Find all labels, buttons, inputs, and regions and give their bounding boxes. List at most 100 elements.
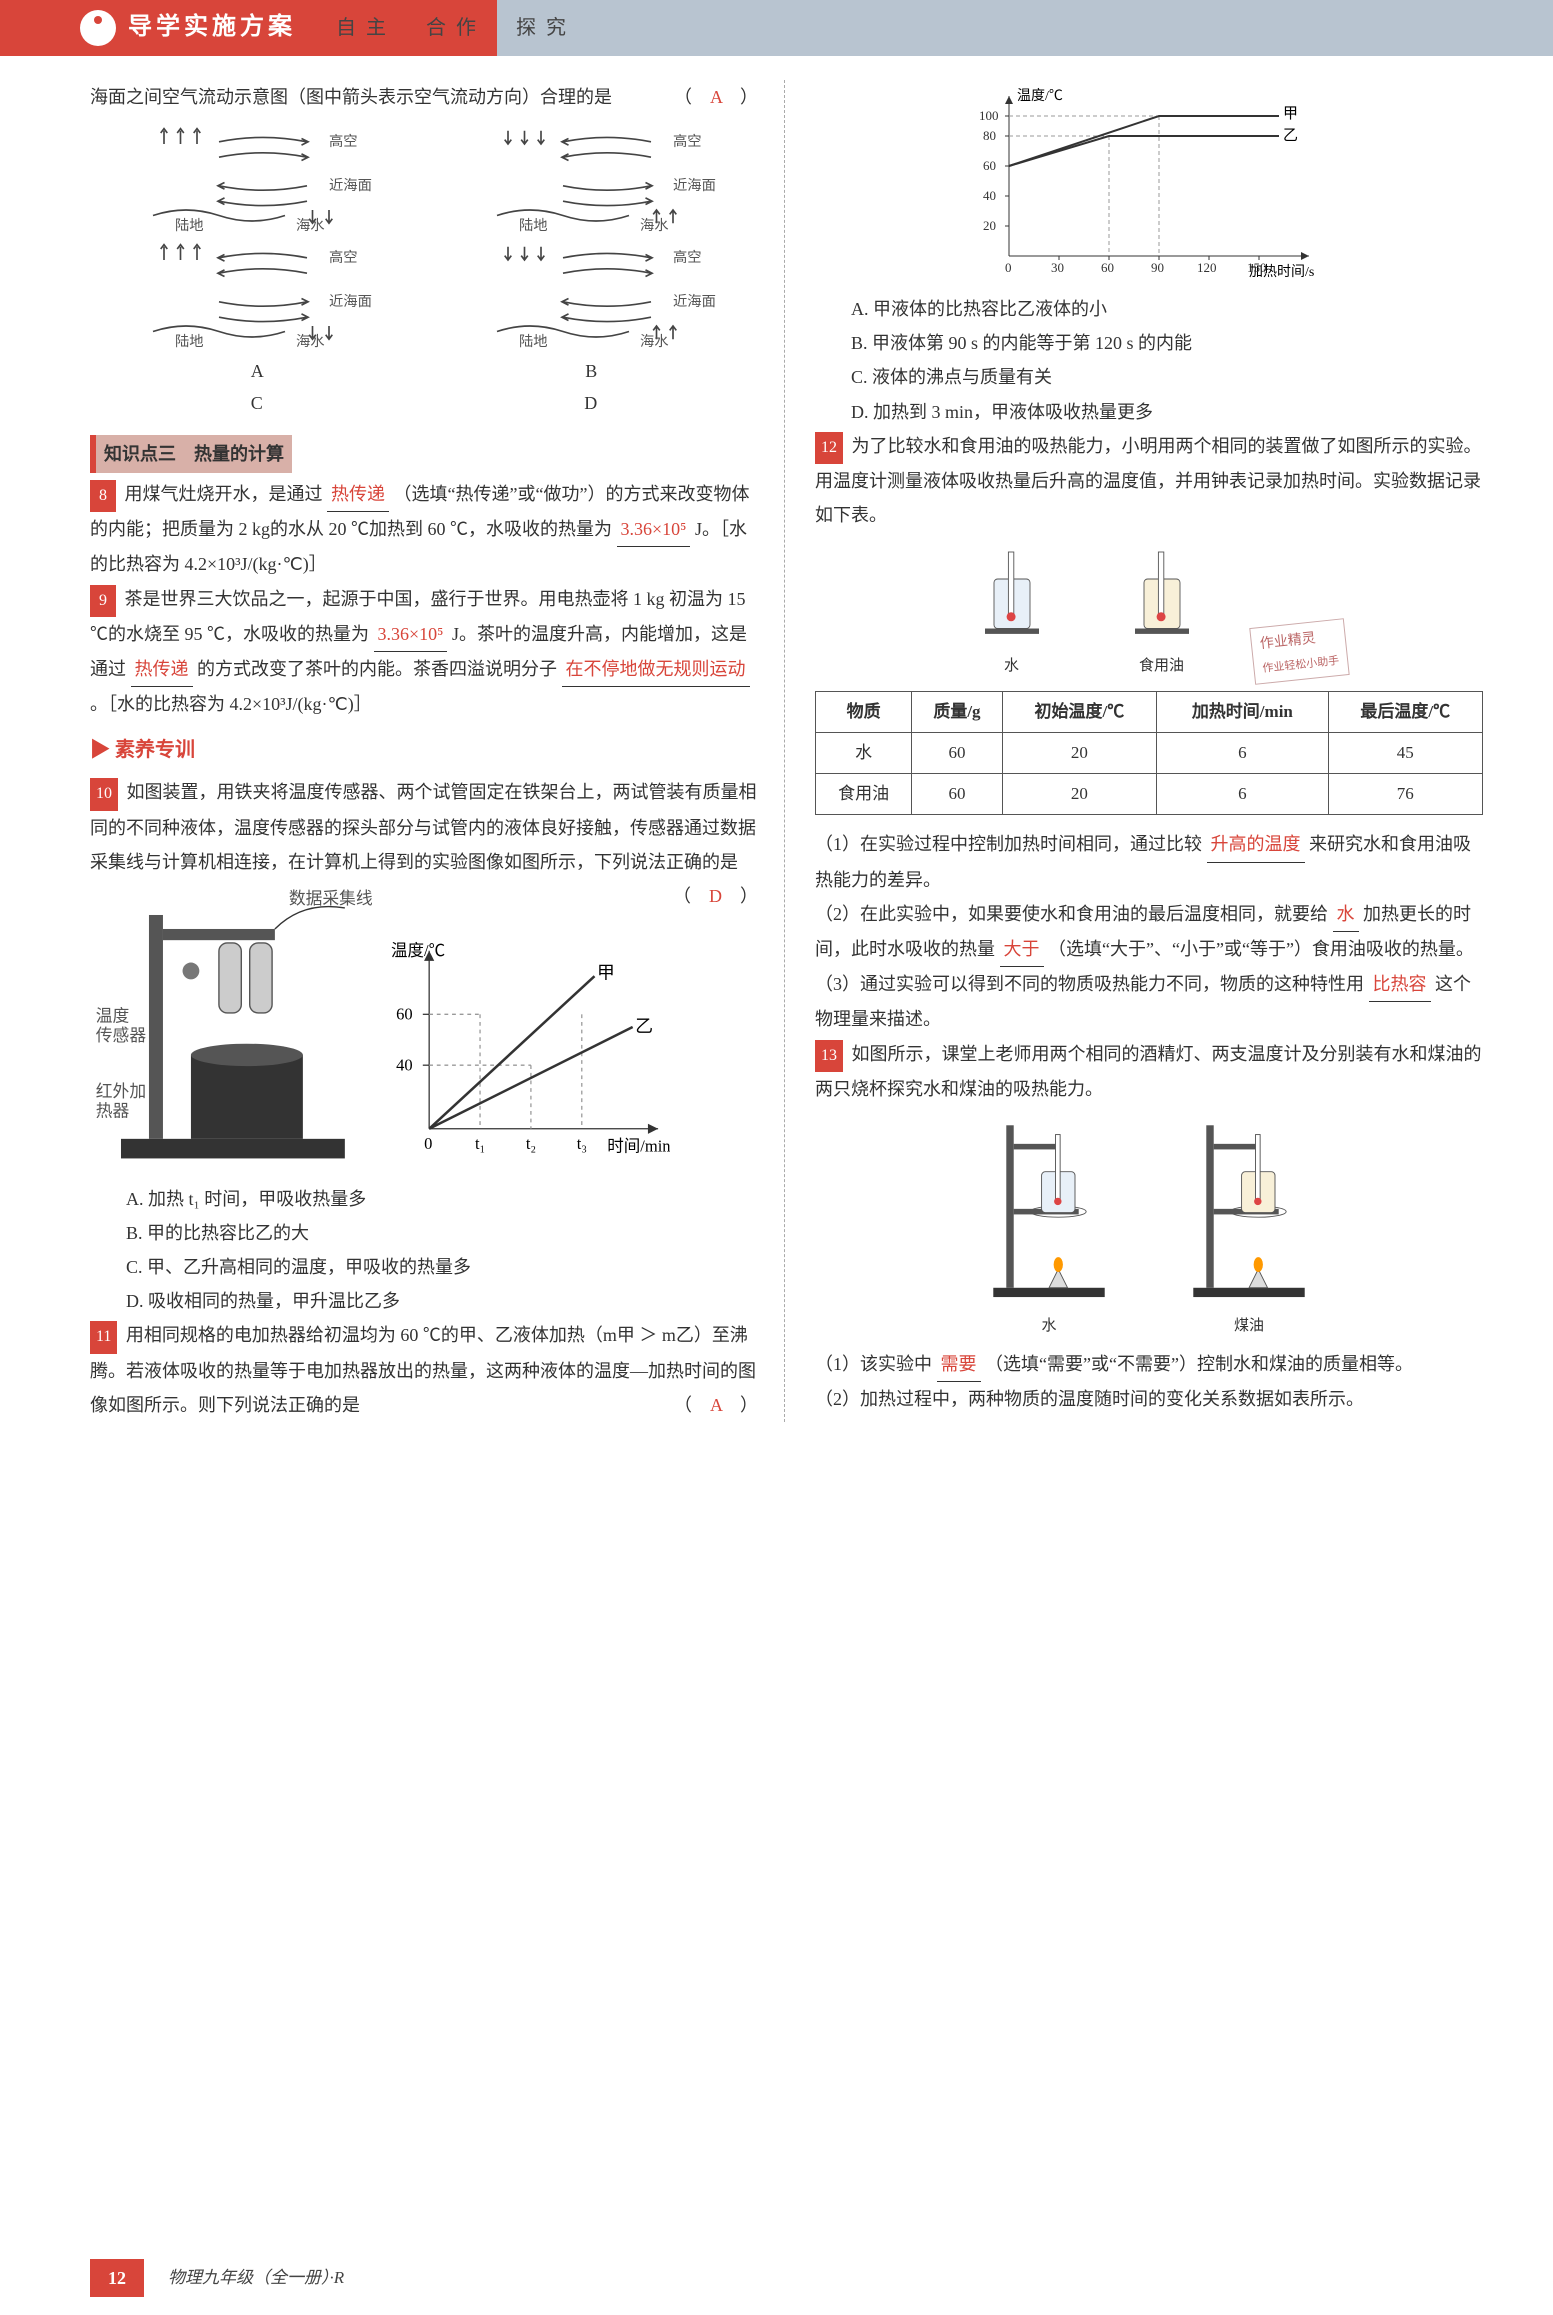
footer-text: 物理九年级（全一册）·R bbox=[168, 2262, 344, 2294]
header-logo-icon bbox=[80, 10, 116, 46]
q12-blank1: 升高的温度 bbox=[1207, 827, 1305, 862]
q11-opt-d: D. 加热到 3 min，甲液体吸收热量更多 bbox=[815, 395, 1483, 429]
svg-text:高空: 高空 bbox=[329, 133, 358, 150]
q10-answer: D bbox=[709, 886, 722, 906]
q12-part2: （2）在此实验中，如果要使水和食用油的最后温度相同，就要给 水 加热更长的时间，… bbox=[815, 897, 1483, 967]
page-footer: 12 物理九年级（全一册）·R bbox=[90, 2259, 344, 2297]
q10-apparatus-diagram: 数据采集线 温度 传感器 红外加 热器 bbox=[93, 887, 373, 1177]
q10-graph: 温度/℃ 时间/min 60 40 甲 乙 bbox=[391, 938, 671, 1178]
svg-text:数据采集线: 数据采集线 bbox=[289, 889, 373, 908]
svg-text:温度/℃: 温度/℃ bbox=[391, 941, 445, 960]
q13-part1: （1）该实验中 需要 （选填“需要”或“不需要”）控制水和煤油的质量相等。 bbox=[815, 1347, 1483, 1382]
svg-text:传感器: 传感器 bbox=[95, 1026, 146, 1045]
svg-text:陆地: 陆地 bbox=[519, 333, 548, 348]
page-header: 导学实施方案 自主 合作 探究 bbox=[0, 0, 1553, 56]
svg-text:时间/min: 时间/min bbox=[607, 1137, 671, 1156]
svg-text:120: 120 bbox=[1197, 260, 1217, 275]
q11: 11 用相同规格的电加热器给初温均为 60 ℃的甲、乙液体加热（m甲 ＞ m乙）… bbox=[90, 1318, 758, 1422]
q13-number: 13 bbox=[815, 1040, 843, 1072]
q8: 8 用煤气灶烧开水，是通过 热传递 （选填“热传递”或“做功”）的方式来改变物体… bbox=[90, 477, 758, 582]
q12-part1: （1）在实验过程中控制加热时间相同，通过比较 升高的温度 来研究水和食用油吸热能… bbox=[815, 827, 1483, 896]
page-number: 12 bbox=[90, 2259, 144, 2297]
svg-text:高空: 高空 bbox=[673, 249, 702, 266]
svg-text:海水: 海水 bbox=[640, 217, 669, 232]
svg-text:海水: 海水 bbox=[640, 333, 669, 348]
svg-text:近海面: 近海面 bbox=[329, 293, 372, 310]
q13-stand-water: 水 bbox=[979, 1116, 1119, 1341]
q9-blank3: 在不停地做无规则运动 bbox=[562, 652, 750, 687]
q12-beaker-oil: 食用油 bbox=[1102, 543, 1222, 681]
wind-diagram-d: 高空 近海面 陆地 海水 bbox=[434, 238, 758, 348]
q12-beaker-water: 水 bbox=[952, 543, 1072, 681]
svg-text:80: 80 bbox=[983, 128, 996, 143]
q10: 10 如图装置，用铁夹将温度传感器、两个试管固定在铁架台上，两试管装有质量相同的… bbox=[90, 775, 758, 879]
q11-answer: A bbox=[710, 1395, 722, 1415]
q13-part2: （2）加热过程中，两种物质的温度随时间的变化关系数据如表所示。 bbox=[815, 1382, 1483, 1416]
q9-blank2: 热传递 bbox=[131, 652, 193, 687]
svg-text:陆地: 陆地 bbox=[519, 217, 548, 232]
note-tag: 作业精灵 作业轻松小助手 bbox=[1252, 623, 1347, 680]
q13-stand-meiyou: 煤油 bbox=[1179, 1116, 1319, 1341]
svg-text:高空: 高空 bbox=[673, 133, 702, 150]
q12-table: 物质质量/g初始温度/℃加热时间/min最后温度/℃ 水6020645食用油60… bbox=[815, 691, 1483, 816]
q10-opt-a: A. 加热 t₁ 时间，甲吸收热量多 bbox=[90, 1182, 758, 1216]
q7-answer: A bbox=[710, 87, 722, 107]
q12-part3: （3）通过实验可以得到不同的物质吸热能力不同，物质的这种特性用 比热容 这个物理… bbox=[815, 967, 1483, 1036]
knowledge-point-3: 知识点三 热量的计算 bbox=[90, 435, 292, 473]
left-column: 海面之间空气流动示意图（图中箭头表示空气流动方向）合理的是 （ A ） bbox=[90, 80, 785, 1422]
svg-text:近海面: 近海面 bbox=[673, 177, 716, 194]
svg-text:100: 100 bbox=[979, 108, 999, 123]
suyang-title: ▶ 素养专训 bbox=[90, 731, 758, 769]
svg-text:乙: 乙 bbox=[635, 1016, 653, 1036]
svg-text:30: 30 bbox=[1051, 260, 1064, 275]
q10-options: A. 加热 t₁ 时间，甲吸收热量多 B. 甲的比热容比乙的大 C. 甲、乙升高… bbox=[90, 1182, 758, 1319]
svg-text:温度: 温度 bbox=[95, 1007, 129, 1026]
right-column: 温度/℃ 加热时间/s 20 40 60 80 100 0 30 60 bbox=[813, 80, 1483, 1422]
q11-opt-b: B. 甲液体第 90 s 的内能等于第 120 s 的内能 bbox=[815, 326, 1483, 360]
svg-text:高空: 高空 bbox=[329, 249, 358, 266]
svg-text:陆地: 陆地 bbox=[175, 333, 204, 348]
svg-text:t₁: t₁ bbox=[474, 1134, 484, 1153]
svg-text:0: 0 bbox=[424, 1134, 432, 1153]
q11-number: 11 bbox=[90, 1321, 117, 1353]
q7-stem: 海面之间空气流动示意图（图中箭头表示空气流动方向）合理的是 （ A ） bbox=[90, 80, 758, 114]
q10-number: 10 bbox=[90, 778, 118, 810]
svg-text:红外加: 红外加 bbox=[95, 1082, 145, 1101]
svg-text:陆地: 陆地 bbox=[175, 217, 204, 232]
q11-options: A. 甲液体的比热容比乙液体的小 B. 甲液体第 90 s 的内能等于第 120… bbox=[815, 292, 1483, 429]
svg-text:甲: 甲 bbox=[1283, 106, 1298, 122]
q11-graph: 温度/℃ 加热时间/s 20 40 60 80 100 0 30 60 bbox=[815, 86, 1483, 286]
q12-figure: 水 食用油 作业精灵 作业轻松小助手 bbox=[815, 543, 1483, 681]
wind-diagram-grid: 高空 近海面 陆地 海水 bbox=[90, 122, 758, 348]
svg-text:20: 20 bbox=[983, 218, 996, 233]
svg-text:t₃: t₃ bbox=[576, 1134, 586, 1153]
q8-blank2: 3.36×10⁵ bbox=[617, 512, 691, 547]
q12-blank3: 比热容 bbox=[1369, 967, 1431, 1002]
header-title: 导学实施方案 bbox=[128, 5, 296, 51]
svg-text:t₂: t₂ bbox=[525, 1134, 535, 1153]
q12-blank2a: 水 bbox=[1333, 897, 1359, 932]
svg-text:90: 90 bbox=[1151, 260, 1164, 275]
svg-text:150: 150 bbox=[1247, 260, 1267, 275]
q10-figure: 数据采集线 温度 传感器 红外加 热器 bbox=[90, 887, 673, 1177]
q13-blank1: 需要 bbox=[937, 1347, 981, 1382]
svg-text:热器: 热器 bbox=[95, 1102, 129, 1121]
q11-opt-a: A. 甲液体的比热容比乙液体的小 bbox=[815, 292, 1483, 326]
q10-opt-c: C. 甲、乙升高相同的温度，甲吸收的热量多 bbox=[90, 1250, 758, 1284]
q12-blank2b: 大于 bbox=[1000, 932, 1044, 967]
q8-number: 8 bbox=[90, 480, 116, 512]
q9: 9 茶是世界三大饮品之一，起源于中国，盛行于世界。用电热壶将 1 kg 初温为 … bbox=[90, 582, 758, 722]
q12: 12 为了比较水和食用油的吸热能力，小明用两个相同的装置做了如图所示的实验。用温… bbox=[815, 429, 1483, 533]
q10-opt-d: D. 吸收相同的热量，甲升温比乙多 bbox=[90, 1284, 758, 1318]
wind-diagram-c: 高空 近海面 陆地 海水 bbox=[90, 238, 414, 348]
svg-text:海水: 海水 bbox=[296, 217, 325, 232]
q11-opt-c: C. 液体的沸点与质量有关 bbox=[815, 360, 1483, 394]
q13: 13 如图所示，课堂上老师用两个相同的酒精灯、两支温度计及分别装有水和煤油的两只… bbox=[815, 1037, 1483, 1107]
header-subtitle: 自主 合作 探究 bbox=[336, 9, 576, 47]
q12-number: 12 bbox=[815, 432, 843, 464]
q8-blank1: 热传递 bbox=[327, 477, 389, 512]
svg-text:近海面: 近海面 bbox=[329, 177, 372, 194]
q13-figure: 水 煤油 bbox=[815, 1116, 1483, 1341]
q9-number: 9 bbox=[90, 585, 116, 617]
wind-diagram-b: 高空 近海面 陆地 海水 bbox=[434, 122, 758, 232]
